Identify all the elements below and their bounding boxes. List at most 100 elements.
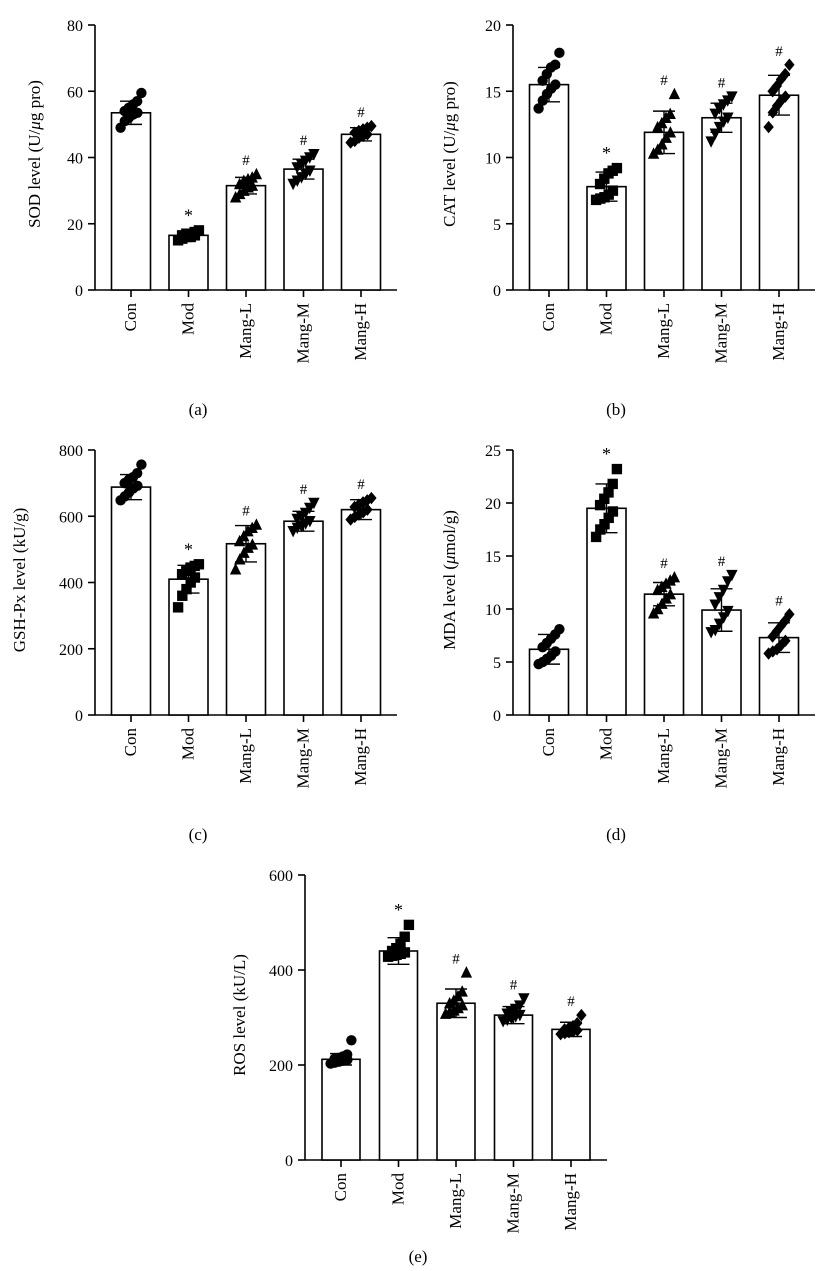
data-point	[193, 225, 205, 236]
x-tick-label: Mang-H	[351, 728, 370, 786]
data-point	[717, 584, 730, 597]
bar	[340, 133, 382, 291]
data-point	[780, 90, 791, 103]
y-tick-label: 25	[485, 443, 501, 460]
data-point	[554, 47, 565, 59]
panel-label: (b)	[606, 400, 626, 419]
significance-marker: #	[300, 133, 308, 149]
data-point	[304, 165, 316, 177]
data-point	[668, 87, 681, 100]
significance-marker: #	[660, 556, 668, 572]
data-point	[594, 178, 606, 190]
data-point	[784, 58, 795, 71]
significance-marker: #	[452, 951, 460, 967]
data-point	[603, 487, 614, 498]
bar	[643, 593, 685, 716]
data-point	[308, 148, 320, 161]
data-point	[607, 506, 619, 517]
data-point	[599, 519, 610, 530]
data-point	[550, 59, 561, 70]
svg-text:CAT level (U/μg pro): CAT level (U/μg pro)	[440, 81, 459, 227]
significance-marker: *	[184, 539, 193, 559]
data-point	[594, 499, 606, 511]
data-point	[709, 128, 721, 140]
x-tick-label: Mang-H	[769, 303, 788, 361]
y-tick-label: 600	[59, 509, 83, 526]
data-point	[603, 512, 614, 524]
y-tick-label: 15	[485, 549, 501, 566]
x-tick-label: Mang-L	[654, 728, 673, 784]
y-tick-label: 0	[75, 708, 83, 725]
data-point	[767, 645, 778, 658]
data-point	[250, 518, 263, 530]
data-point	[308, 497, 320, 510]
bar	[321, 1058, 361, 1161]
significance-marker: #	[567, 994, 575, 1010]
y-axis-label-rest: g pro)	[25, 80, 44, 121]
bar	[493, 1014, 534, 1161]
y-tick-label: 0	[493, 708, 501, 725]
data-point	[722, 605, 734, 618]
data-point	[193, 559, 205, 570]
data-point	[399, 931, 410, 942]
data-point	[780, 67, 791, 81]
bar	[436, 1002, 476, 1161]
data-point	[726, 569, 738, 582]
data-point	[722, 112, 734, 124]
y-axis-label-main: ROS level (kU/L)	[230, 954, 249, 1076]
significance-marker: #	[660, 73, 668, 89]
x-tick-label: Mang-M	[712, 728, 731, 788]
data-point	[726, 91, 738, 103]
y-tick-label: 800	[59, 443, 83, 460]
y-axis-label-mu: μ	[440, 122, 459, 132]
bar	[551, 1028, 591, 1161]
data-point	[132, 107, 143, 118]
x-tick-label: Mang-M	[504, 1173, 523, 1233]
x-tick-label: Mod	[597, 728, 616, 761]
data-point	[177, 590, 188, 601]
chart-panel-d: MDA level (μmol/g) (d) 0 5 10 15 20 25 Con * Mod…	[440, 443, 815, 844]
x-tick-label: Mang-M	[712, 303, 731, 363]
bar	[168, 578, 209, 716]
data-point	[136, 87, 147, 99]
data-point	[353, 131, 365, 144]
significance-marker: #	[357, 105, 365, 121]
x-tick-label: Mod	[179, 728, 198, 761]
data-point	[366, 491, 377, 505]
data-point	[399, 947, 411, 958]
bar	[283, 168, 324, 291]
panel-label: (a)	[189, 400, 208, 419]
data-point	[172, 602, 184, 613]
data-point	[460, 966, 473, 978]
data-point	[456, 985, 468, 997]
data-point	[776, 94, 787, 107]
data-point	[533, 103, 544, 114]
y-axis-label-main: GSH-Px level (kU/g)	[10, 508, 29, 652]
significance-marker: #	[357, 477, 365, 493]
y-tick-label: 5	[493, 655, 501, 672]
y-axis-label-main: MDA level (	[440, 564, 459, 650]
data-point	[590, 531, 602, 543]
data-point	[767, 630, 778, 643]
x-tick-label: Mod	[179, 303, 198, 336]
data-point	[304, 516, 316, 528]
x-tick-label: Mang-H	[769, 728, 788, 786]
y-tick-label: 20	[485, 496, 501, 513]
data-point	[776, 638, 787, 652]
x-tick-label: Con	[539, 303, 558, 332]
data-point	[595, 524, 606, 535]
x-tick-label: Con	[121, 303, 140, 332]
data-point	[763, 120, 774, 134]
x-tick-label: Mang-L	[236, 303, 255, 359]
data-point	[132, 467, 143, 479]
y-tick-label: 0	[285, 1153, 293, 1170]
significance-marker: #	[242, 153, 250, 169]
svg-text:GSH-Px level (kU/g): GSH-Px level (kU/g)	[10, 508, 29, 652]
bar	[528, 83, 570, 291]
y-axis-label: ROS level (kU/L)	[230, 954, 249, 1076]
data-point	[767, 85, 778, 98]
x-tick-label: Mang-L	[236, 728, 255, 784]
significance-marker: #	[300, 482, 308, 498]
bar	[110, 486, 152, 716]
